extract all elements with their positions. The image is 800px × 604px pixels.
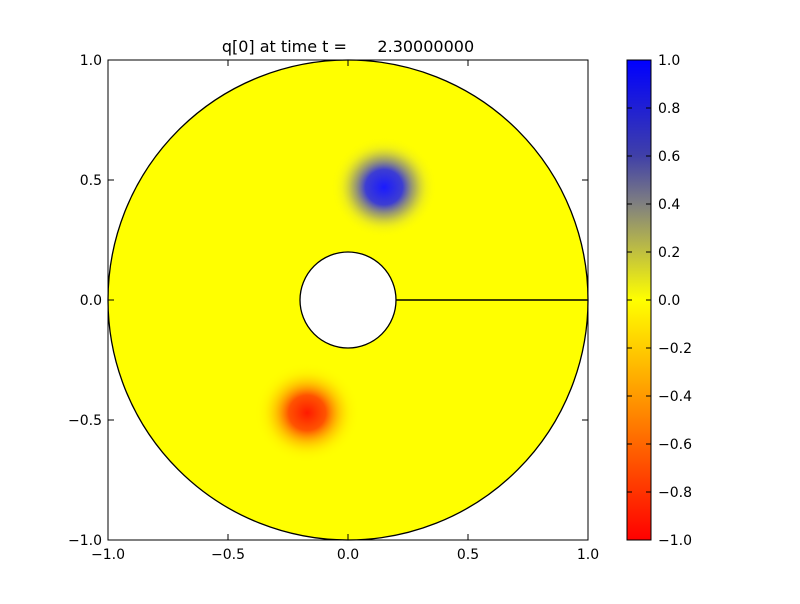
x-tick-label: 1.0 — [577, 547, 599, 563]
colorbar-ticks: 1.0 0.8 0.6 0.4 0.2 0.0 −0.2 −0.4 −0.6 −0.8 −1.0 — [627, 53, 692, 549]
x-tick-label: −0.5 — [211, 547, 245, 563]
inner-boundary-circle — [299, 251, 397, 349]
colorbar-tick-label: −0.8 — [658, 485, 692, 501]
y-tick-label: 0.0 — [80, 293, 102, 309]
colorbar-tick-label: −0.6 — [658, 437, 692, 453]
colorbar-tick-label: 0.2 — [658, 245, 680, 261]
y-axis: −1.0 −0.5 0.0 0.5 1.0 — [68, 53, 588, 549]
colorbar: 1.0 0.8 0.6 0.4 0.2 0.0 −0.2 −0.4 −0.6 −0.8 −1.0 — [626, 53, 692, 549]
y-tick-label: −1.0 — [68, 533, 102, 549]
colorbar-tick-label: 0.8 — [658, 101, 680, 117]
chart-title: q[0] at time t = 2.30000000 — [222, 37, 474, 56]
x-tick-label: −1.0 — [91, 547, 125, 563]
colorbar-tick-label: −0.4 — [658, 389, 692, 405]
annulus-domain — [108, 60, 588, 540]
field-features — [254, 137, 437, 463]
x-axis: −1.0 −0.5 0.0 0.5 1.0 — [91, 60, 599, 563]
colorbar-tick-label: 0.0 — [658, 293, 680, 309]
y-tick-label: −0.5 — [68, 413, 102, 429]
plot-area — [107, 59, 589, 541]
colorbar-tick-label: 1.0 — [658, 53, 680, 69]
colorbar-tick-label: 0.6 — [658, 149, 680, 165]
colorbar-tick-label: −1.0 — [658, 533, 692, 549]
x-tick-label: 0.5 — [457, 547, 479, 563]
y-tick-label: 1.0 — [80, 53, 102, 69]
colorbar-tick-label: 0.4 — [658, 197, 680, 213]
x-tick-label: 0.0 — [337, 547, 359, 563]
negative-blob — [254, 362, 360, 463]
colorbar-tick-label: −0.2 — [658, 341, 692, 357]
y-tick-label: 0.5 — [80, 173, 102, 189]
positive-blob — [331, 137, 437, 238]
